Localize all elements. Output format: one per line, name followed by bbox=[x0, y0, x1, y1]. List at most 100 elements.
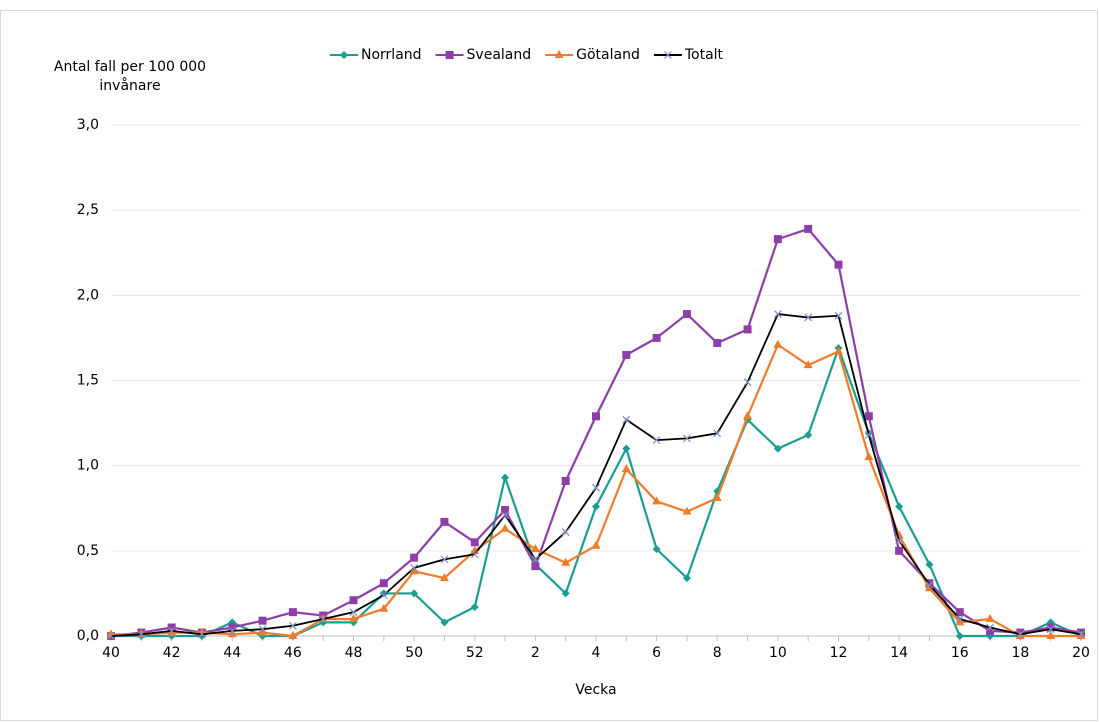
marker bbox=[379, 591, 388, 600]
y-tick-label: 3,0 bbox=[77, 117, 99, 133]
marker bbox=[834, 260, 843, 269]
marker bbox=[530, 544, 540, 553]
marker bbox=[319, 615, 328, 623]
marker bbox=[652, 436, 661, 445]
marker bbox=[804, 224, 813, 233]
x-tick-label: 52 bbox=[466, 645, 484, 661]
marker bbox=[379, 603, 389, 612]
marker bbox=[663, 51, 672, 59]
marker bbox=[713, 339, 722, 348]
marker bbox=[500, 523, 510, 532]
marker bbox=[501, 473, 510, 482]
marker bbox=[955, 608, 964, 617]
marker bbox=[864, 431, 873, 439]
x-axis-label: Vecka bbox=[575, 682, 616, 698]
legend-label: Norrland bbox=[361, 47, 422, 63]
marker bbox=[1046, 623, 1055, 632]
marker bbox=[410, 563, 419, 572]
x-tick-label: 46 bbox=[284, 645, 302, 661]
marker bbox=[592, 483, 600, 492]
x-tick-label: 44 bbox=[223, 645, 241, 661]
marker bbox=[955, 615, 964, 623]
marker bbox=[743, 411, 753, 420]
marker bbox=[198, 630, 206, 639]
legend-label: Totalt bbox=[684, 47, 724, 63]
marker bbox=[864, 412, 873, 421]
marker bbox=[531, 555, 540, 564]
y-tick-label: 1,5 bbox=[77, 373, 99, 389]
marker bbox=[410, 589, 419, 598]
marker bbox=[439, 573, 449, 582]
x-tick-label: 20 bbox=[1072, 645, 1090, 661]
marker bbox=[773, 310, 782, 318]
marker bbox=[773, 339, 783, 348]
legend-item: Totalt bbox=[653, 47, 724, 63]
y-tick-label: 2,5 bbox=[77, 202, 99, 218]
x-tick-label: 40 bbox=[102, 645, 120, 661]
marker bbox=[773, 444, 782, 453]
marker bbox=[440, 517, 449, 526]
marker bbox=[622, 350, 631, 359]
x-tick-label: 6 bbox=[652, 645, 661, 661]
marker bbox=[1046, 625, 1055, 634]
marker bbox=[804, 313, 813, 322]
marker bbox=[773, 235, 782, 244]
marker bbox=[470, 603, 479, 612]
marker bbox=[410, 553, 419, 562]
y-axis-label: Antal fall per 100 000 bbox=[54, 59, 206, 75]
marker bbox=[501, 511, 509, 519]
legend-label: Svealand bbox=[467, 47, 532, 63]
marker bbox=[925, 580, 934, 589]
marker bbox=[340, 51, 348, 59]
legend-item: Götaland bbox=[545, 47, 640, 63]
y-tick-label: 1,0 bbox=[77, 458, 99, 474]
marker bbox=[743, 378, 752, 387]
marker bbox=[561, 557, 571, 566]
marker bbox=[925, 560, 934, 569]
marker bbox=[561, 589, 570, 598]
marker bbox=[349, 596, 358, 605]
marker bbox=[167, 626, 176, 635]
legend-item: Svealand bbox=[435, 47, 532, 63]
marker bbox=[925, 579, 934, 588]
marker bbox=[622, 415, 631, 424]
marker bbox=[258, 625, 267, 634]
marker bbox=[592, 412, 600, 421]
marker bbox=[621, 464, 631, 473]
marker bbox=[258, 616, 267, 625]
x-tick-label: 50 bbox=[405, 645, 423, 661]
legend-label: Götaland bbox=[576, 47, 640, 63]
chart-border bbox=[0, 10, 1098, 721]
marker bbox=[440, 555, 449, 564]
marker bbox=[227, 629, 237, 638]
marker bbox=[652, 545, 661, 554]
x-tick-label: 10 bbox=[769, 645, 787, 661]
marker bbox=[554, 50, 564, 58]
y-axis-label: invånare bbox=[99, 77, 160, 94]
marker bbox=[682, 310, 691, 319]
x-tick-label: 42 bbox=[163, 645, 181, 661]
marker bbox=[955, 632, 964, 640]
marker bbox=[228, 623, 237, 632]
marker bbox=[445, 51, 454, 59]
x-tick-label: 48 bbox=[345, 645, 363, 661]
marker bbox=[470, 550, 479, 559]
marker bbox=[167, 623, 176, 632]
y-tick-label: 0,5 bbox=[77, 543, 99, 559]
legend-item: Norrland bbox=[330, 47, 422, 63]
marker bbox=[924, 583, 934, 592]
marker bbox=[591, 540, 601, 549]
marker bbox=[107, 632, 115, 640]
marker bbox=[440, 618, 449, 627]
marker bbox=[985, 613, 995, 622]
marker bbox=[622, 444, 631, 453]
y-tick-label: 0,0 bbox=[77, 628, 99, 644]
marker bbox=[986, 626, 995, 635]
marker bbox=[895, 546, 904, 555]
x-tick-label: 18 bbox=[1011, 645, 1029, 661]
marker bbox=[470, 538, 479, 547]
marker bbox=[652, 333, 661, 342]
marker bbox=[1016, 630, 1025, 639]
